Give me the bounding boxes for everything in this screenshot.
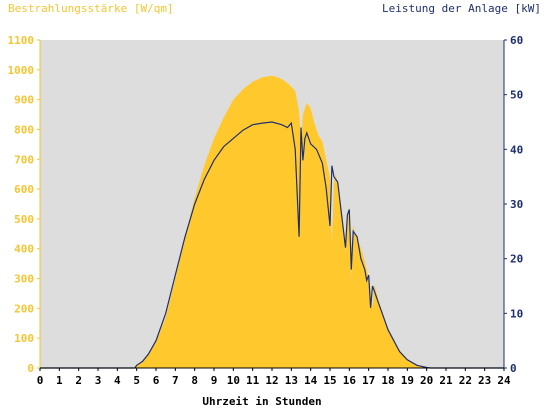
x-tick-label: 9	[211, 374, 218, 387]
right-tick-label: 0	[510, 362, 517, 375]
x-tick-label: 3	[95, 374, 102, 387]
x-tick-label: 4	[114, 374, 121, 387]
x-axis-label: Uhrzeit in Stunden	[202, 395, 321, 408]
irradiance-area-layer	[40, 75, 504, 369]
x-tick-label: 24	[497, 374, 511, 387]
x-tick-label: 2	[75, 374, 82, 387]
x-tick-label: 6	[153, 374, 160, 387]
x-tick-label: 12	[265, 374, 278, 387]
x-tick-label: 0	[37, 374, 44, 387]
left-tick-label: 600	[14, 183, 34, 196]
x-tick-label: 8	[191, 374, 198, 387]
x-tick-label: 15	[323, 374, 336, 387]
x-tick-label: 11	[246, 374, 260, 387]
left-tick-label: 100	[14, 332, 34, 345]
x-tick-label: 7	[172, 374, 179, 387]
right-tick-label: 10	[510, 307, 523, 320]
x-tick-label: 14	[304, 374, 318, 387]
x-tick-label: 5	[133, 374, 140, 387]
right-tick-label: 20	[510, 253, 523, 266]
x-tick-label: 19	[401, 374, 414, 387]
right-tick-labels: 0 10 20 30 40 50 60	[504, 34, 523, 375]
right-axis-title: Leistung der Anlage [kW]	[382, 2, 541, 15]
x-tick-label: 13	[285, 374, 298, 387]
right-tick-label: 30	[510, 198, 523, 211]
left-tick-label: 1100	[8, 34, 35, 47]
x-tick-label: 21	[439, 374, 453, 387]
left-tick-label: 300	[14, 273, 34, 286]
x-tick-label: 18	[381, 374, 394, 387]
right-tick-label: 50	[510, 89, 523, 102]
irradiance-area	[40, 75, 504, 369]
power-line-layer	[40, 121, 504, 369]
left-tick-label: 200	[14, 302, 34, 315]
power-line	[40, 121, 504, 369]
left-tick-label: 0	[27, 362, 34, 375]
left-tick-label: 1000	[8, 64, 35, 77]
right-tick-label: 60	[510, 34, 523, 47]
x-tick-label: 20	[420, 374, 433, 387]
right-tick-label: 40	[510, 143, 523, 156]
x-tick-label: 16	[343, 374, 357, 387]
left-tick-label: 500	[14, 213, 34, 226]
left-axis-title: Bestrahlungsstärke [W/qm]	[8, 2, 174, 15]
x-tick-label: 23	[478, 374, 491, 387]
left-tick-label: 400	[14, 243, 34, 256]
x-tick-label: 17	[362, 374, 375, 387]
x-tick-label: 22	[459, 374, 472, 387]
x-tick-labels: 0 1 2 3 4 5 6 7 8 9 10 11 12 13 14 15 16 17 18 19 20 21 22 23 24	[37, 368, 511, 387]
left-tick-label: 700	[14, 153, 34, 166]
left-tick-labels: 0 100 200 300 400 500 600 700 800 900 1000 1100	[8, 34, 40, 375]
left-tick-label: 800	[14, 123, 34, 136]
x-tick-label: 1	[56, 374, 63, 387]
left-tick-label: 900	[14, 94, 34, 107]
x-tick-label: 10	[227, 374, 240, 387]
